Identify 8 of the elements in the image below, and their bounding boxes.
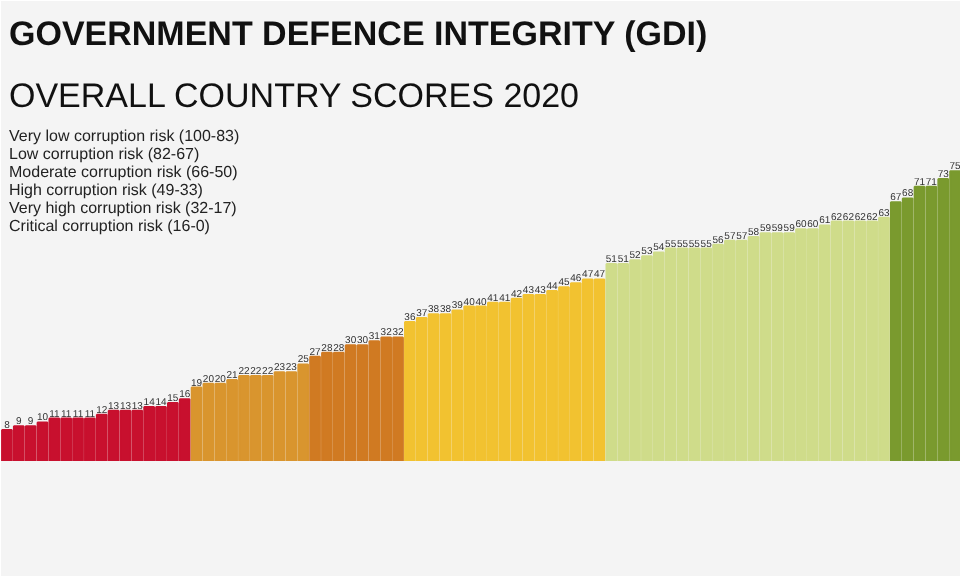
annotation: High corruption risk (49-33)	[9, 181, 204, 199]
text: Low corruption risk (82-67)	[9, 145, 200, 163]
text: Very low corruption risk (100-83)	[9, 127, 240, 145]
chart-title: GOVERNMENT DEFENCE INTEGRITY (GDI)	[9, 15, 708, 53]
chart-subtitle: OVERALL COUNTRY SCORES 2020	[9, 77, 580, 115]
annotation: Very high corruption risk (32-17)	[9, 199, 238, 217]
annotation: Critical corruption risk (16-0)	[9, 217, 211, 235]
annotation: Moderate corruption risk (66-50)	[9, 163, 239, 181]
